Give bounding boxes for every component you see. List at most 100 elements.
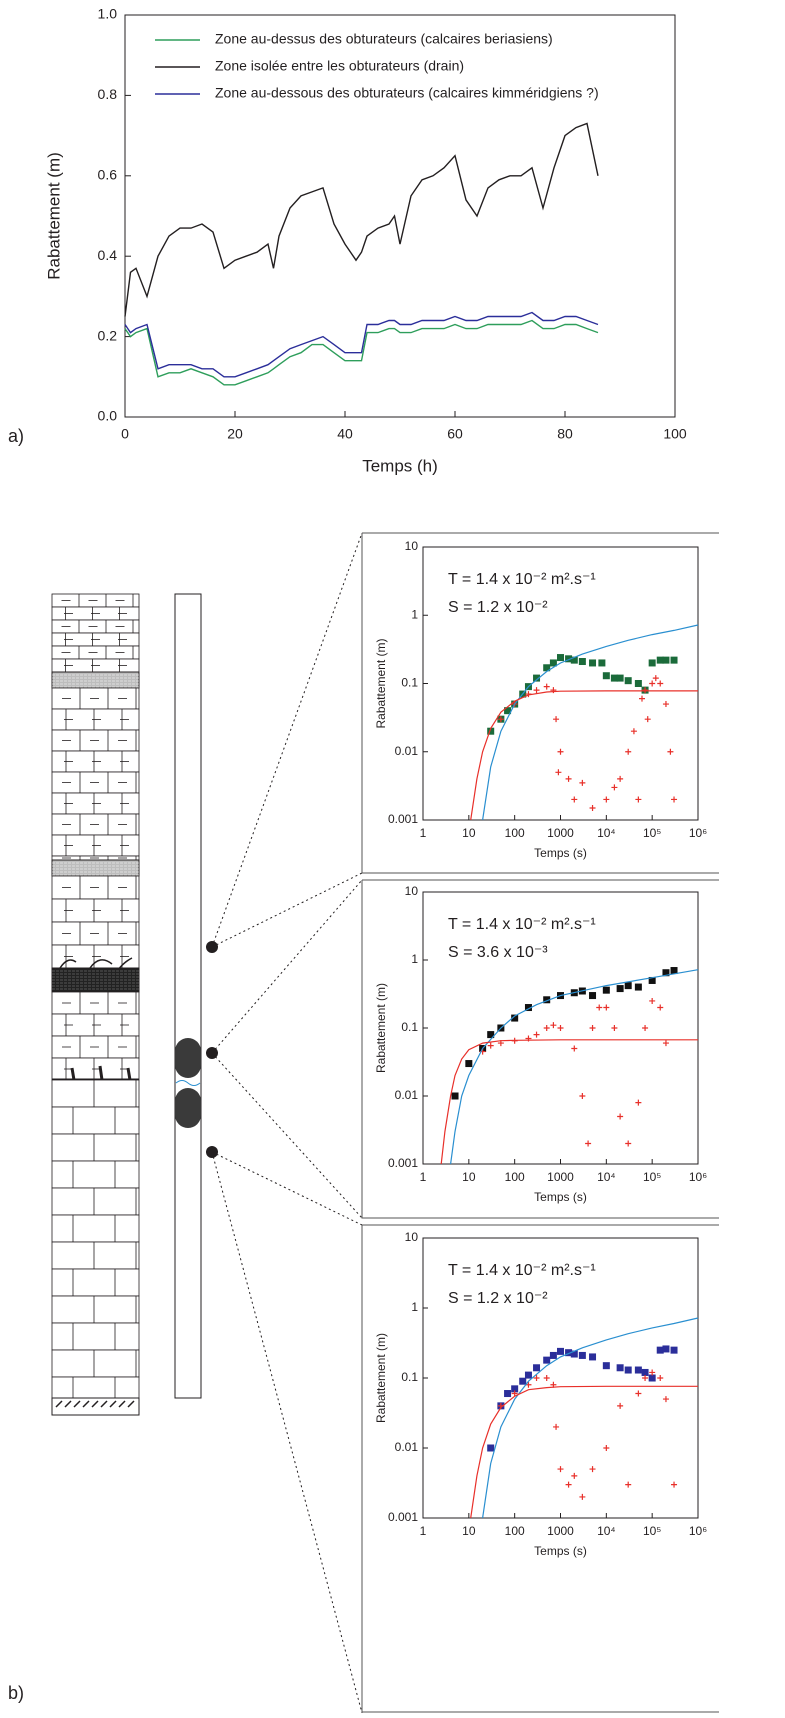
derivative-point: [635, 1390, 642, 1397]
rock-band: [51, 859, 140, 877]
connector: [211, 1151, 363, 1226]
derivative-point: [617, 775, 624, 782]
fit-curve: [470, 690, 698, 821]
water-level: [175, 1080, 201, 1086]
derivative-point: [625, 1481, 632, 1488]
x-tick-label: 10⁶: [689, 1170, 707, 1184]
derivative-point: [543, 1025, 550, 1031]
observed-point: [589, 1353, 597, 1361]
observed-point: [578, 658, 586, 666]
derivative-point: [533, 687, 540, 694]
derivative-point: [571, 1045, 578, 1052]
observed-point: [465, 1060, 473, 1068]
rock-row: [51, 1268, 140, 1297]
derivative-point: [657, 1375, 664, 1381]
annotation: T = 1.4 x 10⁻² m².s⁻¹: [448, 1262, 596, 1279]
derivative-point: [565, 1481, 572, 1488]
observed-point: [634, 983, 642, 991]
plot-frame: [422, 1237, 699, 1519]
base-hatch: [64, 1400, 72, 1408]
y-tick-label: 0.6: [98, 167, 118, 183]
x-tick-label: 10⁵: [643, 826, 661, 840]
observed-point: [451, 1092, 459, 1100]
observed-point: [524, 1371, 532, 1379]
connector: [211, 532, 363, 948]
y-axis-label: Rabattement (m): [374, 1333, 388, 1423]
derivative-point: [589, 1466, 596, 1473]
observed-point: [656, 656, 664, 664]
observed-point: [662, 1345, 670, 1353]
x-axis-label: Temps (s): [534, 846, 587, 860]
observed-point: [662, 656, 670, 664]
y-axis-label: Rabattement (m): [374, 983, 388, 1073]
derivative-point: [579, 1493, 586, 1500]
rock-base: [51, 1397, 140, 1416]
y-tick-label: 0.1: [401, 1370, 418, 1384]
x-tick-label: 10⁴: [597, 1524, 616, 1538]
x-tick-label: 10: [462, 1170, 476, 1184]
derivative-point: [589, 1025, 596, 1031]
y-axis-label: Rabattement (m): [374, 638, 388, 728]
observed-point: [589, 659, 597, 667]
fit-curve: [450, 969, 699, 1165]
derivative-point: [652, 675, 659, 682]
x-tick-label: 100: [505, 826, 525, 840]
x-axis-label: Temps (h): [362, 456, 438, 475]
observed-point: [670, 967, 678, 975]
observed-point: [624, 982, 632, 990]
fit-curve: [482, 624, 699, 821]
y-tick-label: 10: [405, 1230, 419, 1244]
derivative-point: [533, 1375, 540, 1381]
derivative-point: [579, 1093, 586, 1099]
y-tick-label: 10: [405, 884, 419, 898]
rock-row: [51, 1214, 140, 1243]
observed-point: [641, 1368, 649, 1376]
y-tick-label: 1: [411, 952, 418, 966]
annotation: T = 1.4 x 10⁻² m².s⁻¹: [448, 571, 596, 588]
y-tick-label: 0.1: [401, 1020, 418, 1034]
probe: [206, 1047, 218, 1059]
base-hatch: [73, 1400, 81, 1408]
observed-point: [589, 992, 597, 1000]
rock-row: [51, 1241, 140, 1270]
derivative-point: [557, 1025, 564, 1031]
rock-row: [51, 1322, 140, 1351]
probe: [206, 1146, 218, 1158]
connector: [211, 1151, 363, 1714]
connector: [211, 879, 363, 1054]
derivative-point: [603, 1445, 610, 1451]
plot-frame: [124, 14, 676, 418]
observed-point: [610, 674, 618, 682]
observed-point: [648, 1374, 656, 1382]
annotation: T = 1.4 x 10⁻² m².s⁻¹: [448, 916, 596, 933]
y-tick-label: 0.4: [98, 247, 118, 263]
derivative-point: [579, 779, 586, 786]
probe: [206, 941, 218, 953]
rock-row: [51, 1106, 140, 1135]
observed-point: [557, 654, 564, 662]
x-tick-label: 10⁴: [597, 826, 616, 840]
derivative-point: [625, 748, 632, 755]
derivative-point: [662, 701, 669, 708]
y-tick-label: 0.01: [395, 744, 419, 758]
derivative-point: [649, 680, 656, 687]
derivative-point: [555, 769, 562, 776]
x-tick-label: 0: [121, 426, 129, 442]
observed-point: [602, 986, 610, 994]
derivative-point: [617, 1113, 624, 1120]
observed-point: [634, 1366, 642, 1374]
x-tick-label: 10: [462, 826, 476, 840]
connectors: [211, 532, 363, 1714]
observed-point: [549, 1351, 557, 1359]
derivative-point: [557, 748, 564, 755]
derivative-point: [589, 804, 596, 811]
legend-label: Zone isolée entre les obturateurs (drain…: [215, 58, 464, 74]
observed-point: [670, 1346, 678, 1354]
observed-point: [557, 1347, 564, 1355]
observed-point: [578, 1351, 586, 1359]
y-tick-label: 10: [405, 539, 419, 553]
x-tick-label: 10⁴: [597, 1170, 616, 1184]
base-hatch: [82, 1400, 90, 1408]
derivative-point: [543, 683, 550, 690]
